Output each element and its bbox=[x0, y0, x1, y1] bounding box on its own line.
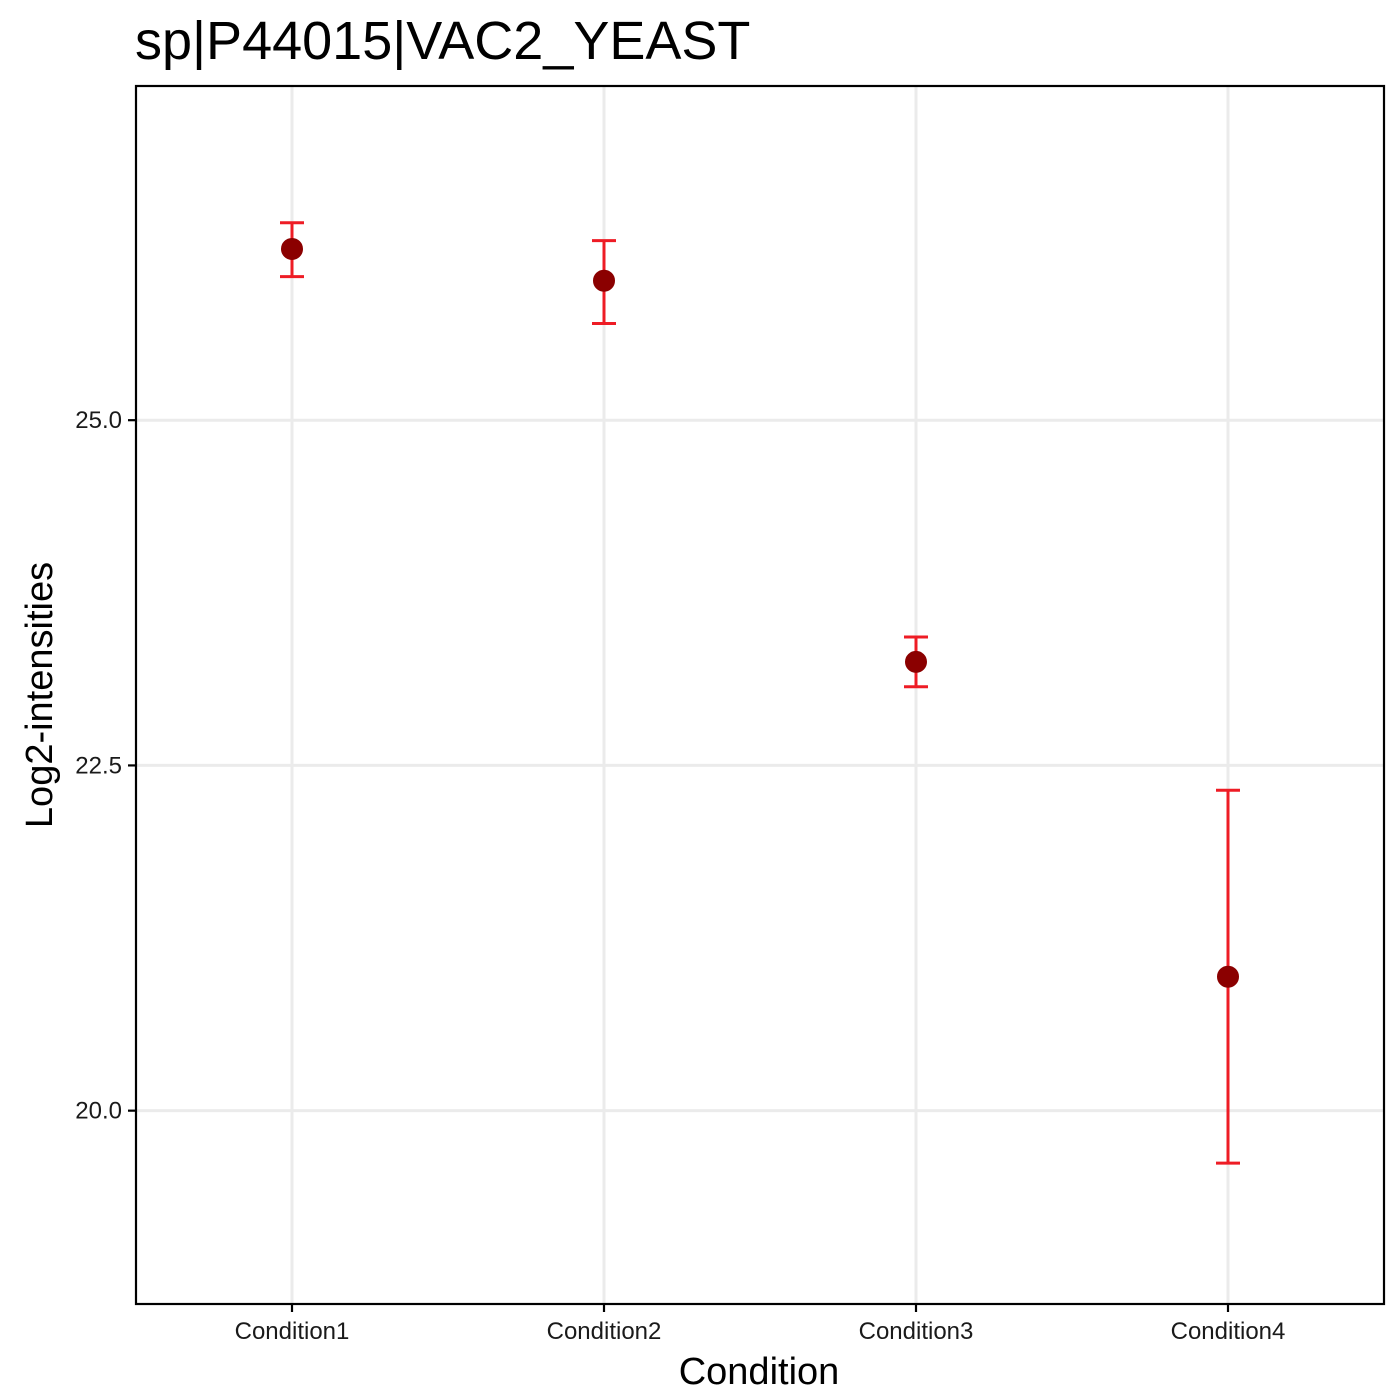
x-tick-label: Condition1 bbox=[235, 1318, 350, 1345]
data-point bbox=[905, 650, 927, 673]
chart-title: sp|P44015|VAC2_YEAST bbox=[135, 11, 750, 71]
data-point bbox=[281, 237, 303, 260]
error-bars bbox=[280, 221, 1240, 1165]
y-axis-ticks: 20.0 22.5 25.0 bbox=[75, 407, 136, 1125]
gridlines bbox=[136, 86, 1384, 1304]
y-axis-title: Log2-intensities bbox=[19, 562, 61, 828]
x-axis-title: Condition bbox=[679, 1351, 840, 1393]
x-axis-ticks: Condition1 Condition2 Condition3 Condition4 bbox=[235, 1304, 1286, 1345]
y-tick-label: 22.5 bbox=[75, 752, 122, 779]
data-point bbox=[1217, 965, 1239, 988]
data-points bbox=[281, 237, 1239, 988]
x-tick-label: Condition4 bbox=[1171, 1318, 1286, 1345]
y-tick-label: 20.0 bbox=[75, 1098, 122, 1125]
data-point bbox=[593, 269, 615, 292]
y-tick-label: 25.0 bbox=[75, 407, 122, 434]
plot-panel-border bbox=[134, 84, 1386, 1306]
x-tick-label: Condition3 bbox=[859, 1318, 974, 1345]
x-tick-label: Condition2 bbox=[547, 1318, 662, 1345]
